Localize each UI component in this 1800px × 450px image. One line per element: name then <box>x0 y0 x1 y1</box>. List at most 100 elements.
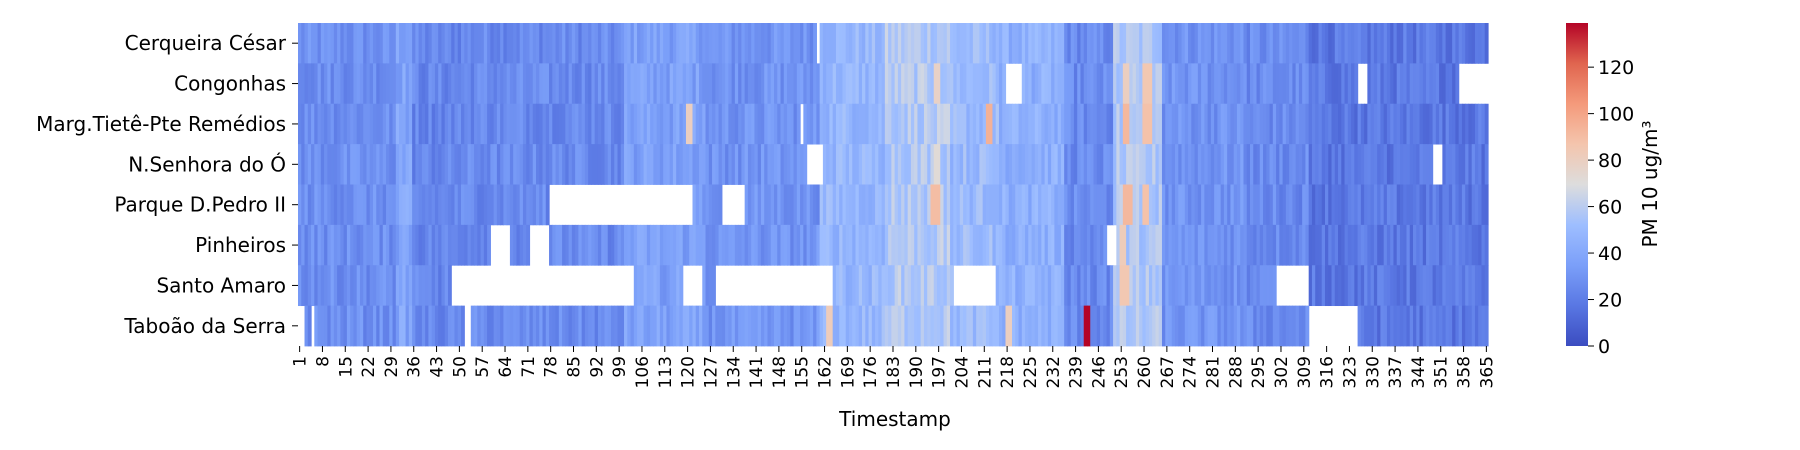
heatmap-cell <box>888 63 892 105</box>
heatmap-cell <box>627 63 632 105</box>
heatmap-cell <box>858 224 863 266</box>
heatmap-cell <box>933 103 938 145</box>
heatmap-cell <box>790 144 795 185</box>
heatmap-cell <box>304 103 309 145</box>
heatmap-cell <box>545 184 550 226</box>
heatmap-cell <box>747 103 752 145</box>
heatmap-cell <box>1148 265 1153 307</box>
heatmap-cell <box>855 265 860 307</box>
heatmap-cell <box>650 224 654 266</box>
heatmap-cell <box>787 63 791 105</box>
heatmap-cell <box>1253 103 1258 145</box>
heatmap-cell <box>1253 63 1258 105</box>
heatmap-cell <box>1060 103 1065 145</box>
heatmap-cell <box>1145 23 1150 64</box>
heatmap-cell <box>418 224 423 266</box>
heatmap-cell <box>493 184 498 226</box>
heatmap-cell <box>588 63 593 105</box>
heatmap-cell <box>1305 144 1310 185</box>
heatmap-cell <box>751 305 756 347</box>
heatmap-cell <box>633 265 638 307</box>
heatmap-cell <box>1243 184 1248 226</box>
heatmap-cell <box>298 63 302 105</box>
heatmap-cell <box>627 144 632 185</box>
heatmap-cell <box>346 63 351 105</box>
heatmap-cell <box>894 265 899 307</box>
heatmap-cell <box>646 265 651 307</box>
heatmap-cell <box>692 103 697 145</box>
heatmap-cell <box>751 103 756 145</box>
heatmap-cell <box>653 265 658 307</box>
heatmap-cell <box>412 23 416 64</box>
heatmap-cell <box>500 103 504 145</box>
heatmap-cell <box>744 63 749 105</box>
heatmap-cell <box>946 305 951 347</box>
heatmap-cell <box>1308 184 1313 226</box>
heatmap-cell <box>343 63 348 105</box>
heatmap-cell <box>1338 23 1342 64</box>
heatmap-cell <box>399 23 403 64</box>
heatmap-cell <box>679 305 684 347</box>
heatmap-cell <box>927 63 932 105</box>
heatmap-cell <box>376 63 381 105</box>
heatmap-cell <box>402 184 407 226</box>
heatmap-cell <box>865 103 870 145</box>
heatmap-cell <box>1080 265 1085 307</box>
heatmap-cell <box>663 144 668 185</box>
heatmap-cell <box>920 103 925 145</box>
heatmap-cell <box>1432 23 1437 64</box>
heatmap-cell <box>1230 63 1235 105</box>
heatmap-cell <box>1393 224 1398 266</box>
heatmap-cell <box>379 265 384 307</box>
heatmap-cell <box>943 305 948 347</box>
heatmap-cell <box>372 63 377 105</box>
heatmap-cell <box>770 63 775 105</box>
heatmap-cell <box>421 224 426 266</box>
heatmap-cell <box>513 63 518 105</box>
heatmap-cell <box>809 103 814 145</box>
heatmap-cell <box>901 265 906 307</box>
heatmap-cell <box>875 305 879 347</box>
heatmap-cell <box>1256 224 1261 266</box>
heatmap-cell <box>314 103 319 145</box>
heatmap-cell <box>340 305 345 347</box>
heatmap-cell <box>509 184 514 226</box>
heatmap-cell <box>835 63 840 105</box>
heatmap-cell <box>865 144 870 185</box>
heatmap-cell <box>526 305 531 347</box>
heatmap-cell <box>1152 224 1157 266</box>
heatmap-cell <box>1034 144 1039 185</box>
heatmap-cell <box>1351 23 1355 64</box>
heatmap-cell <box>1458 305 1463 347</box>
heatmap-cell <box>536 103 540 145</box>
heatmap-cell <box>809 224 814 266</box>
heatmap-cell <box>555 144 560 185</box>
heatmap-cell <box>1474 23 1479 64</box>
heatmap-cell <box>1132 23 1137 64</box>
heatmap-cell <box>1175 103 1179 145</box>
heatmap-cell <box>418 103 423 145</box>
heatmap-cell <box>454 23 459 64</box>
heatmap-cell <box>620 23 625 64</box>
heatmap-cell <box>1269 63 1274 105</box>
colorbar-gradient <box>1566 23 1588 346</box>
heatmap-cell <box>901 184 906 226</box>
heatmap-cell <box>963 144 967 185</box>
heatmap-cell <box>868 305 873 347</box>
heatmap-cell <box>845 63 850 105</box>
heatmap-cell <box>800 63 804 105</box>
heatmap-cell <box>930 305 935 347</box>
heatmap-cell <box>682 103 687 145</box>
heatmap-cell <box>1419 103 1424 145</box>
heatmap-cell <box>1064 144 1069 185</box>
heatmap-cell <box>1413 144 1417 185</box>
heatmap-cell <box>979 184 984 226</box>
heatmap-cell <box>1403 305 1408 347</box>
heatmap-cell <box>881 103 886 145</box>
heatmap-cell <box>741 23 746 64</box>
heatmap-cell <box>937 305 941 347</box>
heatmap-cell <box>1168 265 1173 307</box>
heatmap-cell <box>868 63 873 105</box>
heatmap-cell <box>757 103 762 145</box>
heatmap-cell <box>1347 144 1352 185</box>
